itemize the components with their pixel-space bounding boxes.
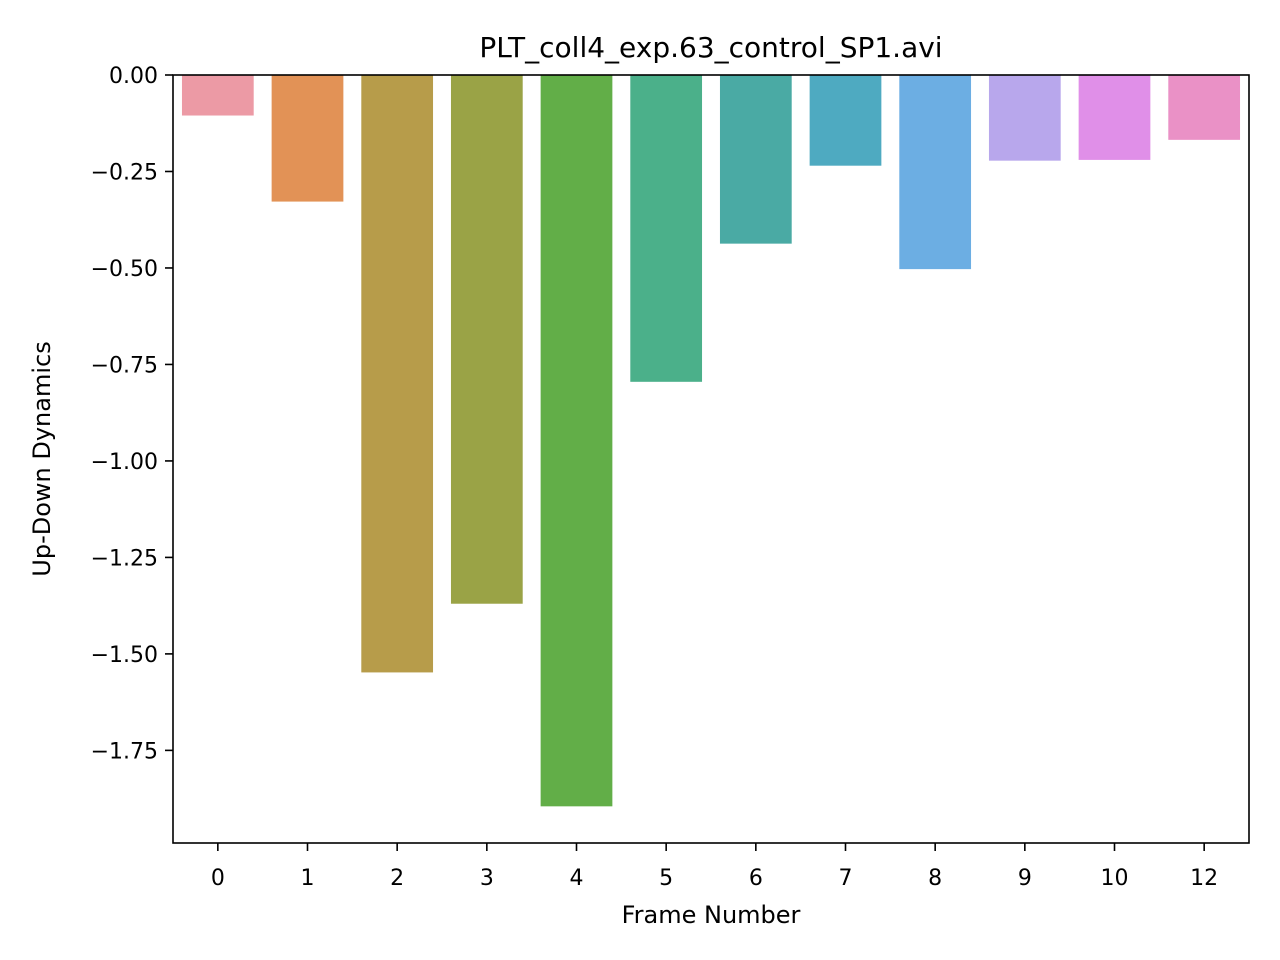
bar-frame-2: [361, 75, 434, 673]
y-tick-label-5: −1.25: [91, 546, 158, 571]
bar-frame-8: [899, 75, 972, 270]
bar-frame-0: [181, 75, 254, 116]
x-tick-label-1: 1: [301, 866, 315, 891]
bar-frame-6: [719, 75, 792, 244]
y-tick-label-0: 0.00: [109, 64, 158, 89]
bar-frame-9: [988, 75, 1061, 161]
x-tick-label-4: 4: [570, 866, 584, 891]
x-tick-label-2: 2: [390, 866, 404, 891]
bar-frame-10: [1078, 75, 1151, 160]
x-tick-label-10: 10: [1101, 866, 1129, 891]
y-tick-label-2: −0.50: [91, 257, 158, 282]
y-tick-label-7: −1.75: [91, 739, 158, 764]
x-tick-label-8: 8: [928, 866, 942, 891]
x-tick-label-12: 12: [1190, 866, 1218, 891]
x-tick-label-7: 7: [839, 866, 853, 891]
x-tick-label-0: 0: [211, 866, 225, 891]
y-axis: 0.00 −0.25 −0.50 −0.75 −1.00 −1.25 −1.50 −1.75: [91, 64, 173, 764]
y-tick-label-4: −1.00: [91, 450, 158, 475]
x-axis: 0 1 2 3 4 5 6 7 8 9 10 12: [211, 843, 1218, 891]
bar-frame-12: [1168, 75, 1241, 140]
bars-group: [181, 75, 1241, 807]
bar-frame-5: [630, 75, 703, 382]
plot-frame: [172, 74, 1250, 844]
x-tick-label-6: 6: [749, 866, 763, 891]
x-tick-label-3: 3: [480, 866, 494, 891]
x-tick-label-5: 5: [659, 866, 673, 891]
bar-frame-1: [271, 75, 344, 202]
bar-frame-4: [540, 75, 613, 807]
y-axis-label: Up-Down Dynamics: [28, 341, 56, 576]
chart-title: PLT_coll4_exp.63_control_SP1.avi: [479, 31, 942, 64]
y-tick-label-3: −0.75: [91, 353, 158, 378]
bar-frame-3: [450, 75, 523, 604]
y-tick-label-1: −0.25: [91, 160, 158, 185]
x-axis-label: Frame Number: [622, 901, 801, 929]
x-tick-label-9: 9: [1018, 866, 1032, 891]
bar-frame-7: [809, 75, 882, 166]
y-tick-label-6: −1.50: [91, 643, 158, 668]
